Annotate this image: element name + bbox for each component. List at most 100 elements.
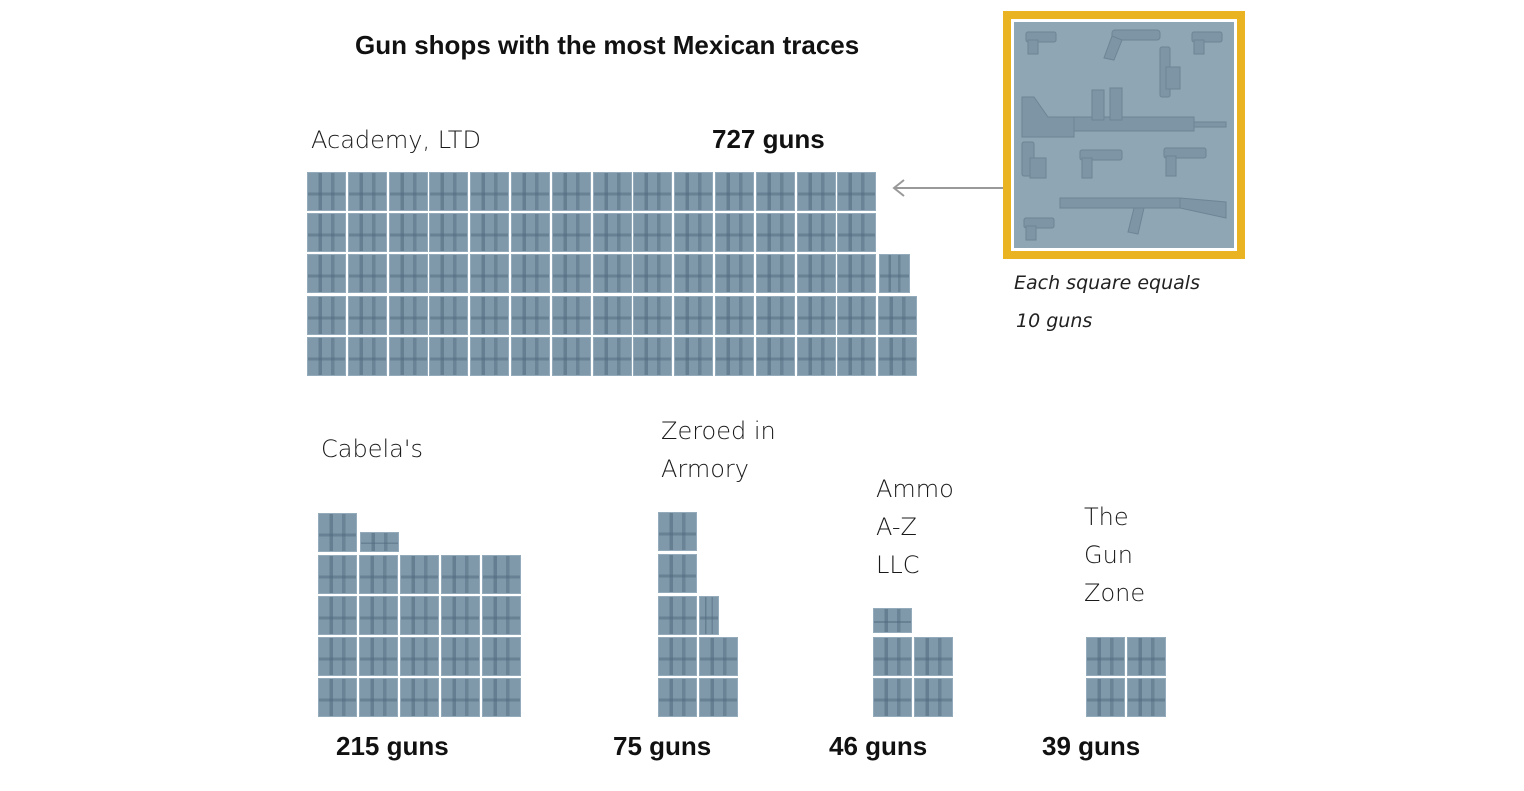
waffle-square xyxy=(359,678,398,717)
waffle-square xyxy=(873,608,912,633)
waffle-square xyxy=(307,296,346,335)
waffle-square xyxy=(715,296,754,335)
shop-label-gunzone: The Gun Zone xyxy=(1084,498,1145,612)
waffle-square xyxy=(878,337,918,376)
waffle-square xyxy=(837,296,877,335)
waffle-square xyxy=(551,296,591,335)
waffle-square xyxy=(755,254,795,293)
waffle-square xyxy=(633,213,673,252)
waffle-square xyxy=(359,637,398,676)
waffle-square xyxy=(388,296,428,335)
waffle-square xyxy=(551,337,591,376)
waffle-square xyxy=(674,172,714,211)
arrow-icon xyxy=(892,179,1004,197)
waffle-square xyxy=(429,337,469,376)
waffle-square xyxy=(699,678,738,717)
waffle-square xyxy=(441,637,480,676)
waffle-square xyxy=(482,555,521,594)
waffle-square xyxy=(318,637,357,676)
waffle-square xyxy=(658,596,697,635)
waffle-square xyxy=(318,678,357,717)
waffle-square xyxy=(796,172,836,211)
waffle-square xyxy=(837,254,877,293)
waffle-square xyxy=(429,213,469,252)
waffle-square xyxy=(658,637,697,676)
waffle-square xyxy=(796,337,836,376)
label-line: Zone xyxy=(1084,579,1146,607)
waffle-square xyxy=(633,172,673,211)
waffle-square xyxy=(837,337,877,376)
waffle-square xyxy=(511,172,550,211)
waffle-square xyxy=(347,254,387,293)
waffle-square xyxy=(674,337,714,376)
waffle-square xyxy=(429,254,469,293)
waffle-square xyxy=(755,172,795,211)
waffle-square xyxy=(592,172,632,211)
waffle-square xyxy=(674,296,714,335)
waffle-square xyxy=(511,254,550,293)
waffle-square xyxy=(873,678,912,717)
waffle-square xyxy=(633,337,673,376)
waffle-square xyxy=(318,596,357,635)
legend-text-line1: Each square equals xyxy=(1014,272,1200,294)
waffle-square xyxy=(715,213,754,252)
shop-label-cabelas: Cabela's xyxy=(321,435,423,463)
waffle-square xyxy=(699,637,738,676)
waffle-square xyxy=(482,596,521,635)
waffle-square xyxy=(592,254,632,293)
waffle-square xyxy=(470,213,510,252)
waffle-square xyxy=(347,296,387,335)
waffle-square xyxy=(347,213,387,252)
label-line: Ammo xyxy=(876,475,954,503)
label-line: LLC xyxy=(876,551,920,579)
count-zeroed: 75 guns xyxy=(613,731,712,761)
waffle-square xyxy=(307,254,346,293)
waffle-square xyxy=(715,172,754,211)
waffle-square xyxy=(360,532,399,552)
waffle-square xyxy=(633,296,673,335)
waffle-square xyxy=(359,555,398,594)
label-line: Zeroed in xyxy=(661,417,776,445)
count-ammo: 46 guns xyxy=(829,731,928,761)
waffle-square xyxy=(796,254,836,293)
guns-illustration-icon xyxy=(1021,29,1227,241)
waffle-square xyxy=(359,596,398,635)
waffle-square xyxy=(470,337,510,376)
waffle-square xyxy=(1127,637,1166,676)
waffle-square xyxy=(1086,637,1125,676)
waffle-square xyxy=(592,213,632,252)
waffle-square xyxy=(482,678,521,717)
waffle-square xyxy=(400,678,439,717)
legend-square-example xyxy=(1003,11,1245,259)
waffle-square xyxy=(1086,678,1125,717)
waffle-square xyxy=(658,554,697,593)
shop-label-zeroed: Zeroed in Armory xyxy=(661,412,776,488)
count-cabelas: 215 guns xyxy=(336,731,449,761)
waffle-square xyxy=(429,172,469,211)
label-line: Gun xyxy=(1084,541,1134,569)
waffle-square xyxy=(347,172,387,211)
waffle-square xyxy=(879,254,910,293)
waffle-square xyxy=(592,296,632,335)
waffle-square xyxy=(699,596,719,635)
waffle-square xyxy=(388,337,428,376)
waffle-square xyxy=(755,213,795,252)
waffle-square xyxy=(307,337,346,376)
waffle-square xyxy=(755,296,795,335)
waffle-square xyxy=(633,254,673,293)
waffle-square xyxy=(674,254,714,293)
label-line: The xyxy=(1084,503,1129,531)
waffle-square xyxy=(551,172,591,211)
waffle-square xyxy=(388,213,428,252)
chart-title: Gun shops with the most Mexican traces xyxy=(355,30,860,60)
waffle-square xyxy=(470,296,510,335)
waffle-square xyxy=(429,296,469,335)
waffle-square xyxy=(755,337,795,376)
waffle-square xyxy=(307,172,346,211)
label-line: A-Z xyxy=(876,513,917,541)
waffle-square xyxy=(592,337,632,376)
waffle-square xyxy=(441,596,480,635)
waffle-square xyxy=(441,555,480,594)
waffle-square xyxy=(674,213,714,252)
waffle-square xyxy=(470,172,510,211)
